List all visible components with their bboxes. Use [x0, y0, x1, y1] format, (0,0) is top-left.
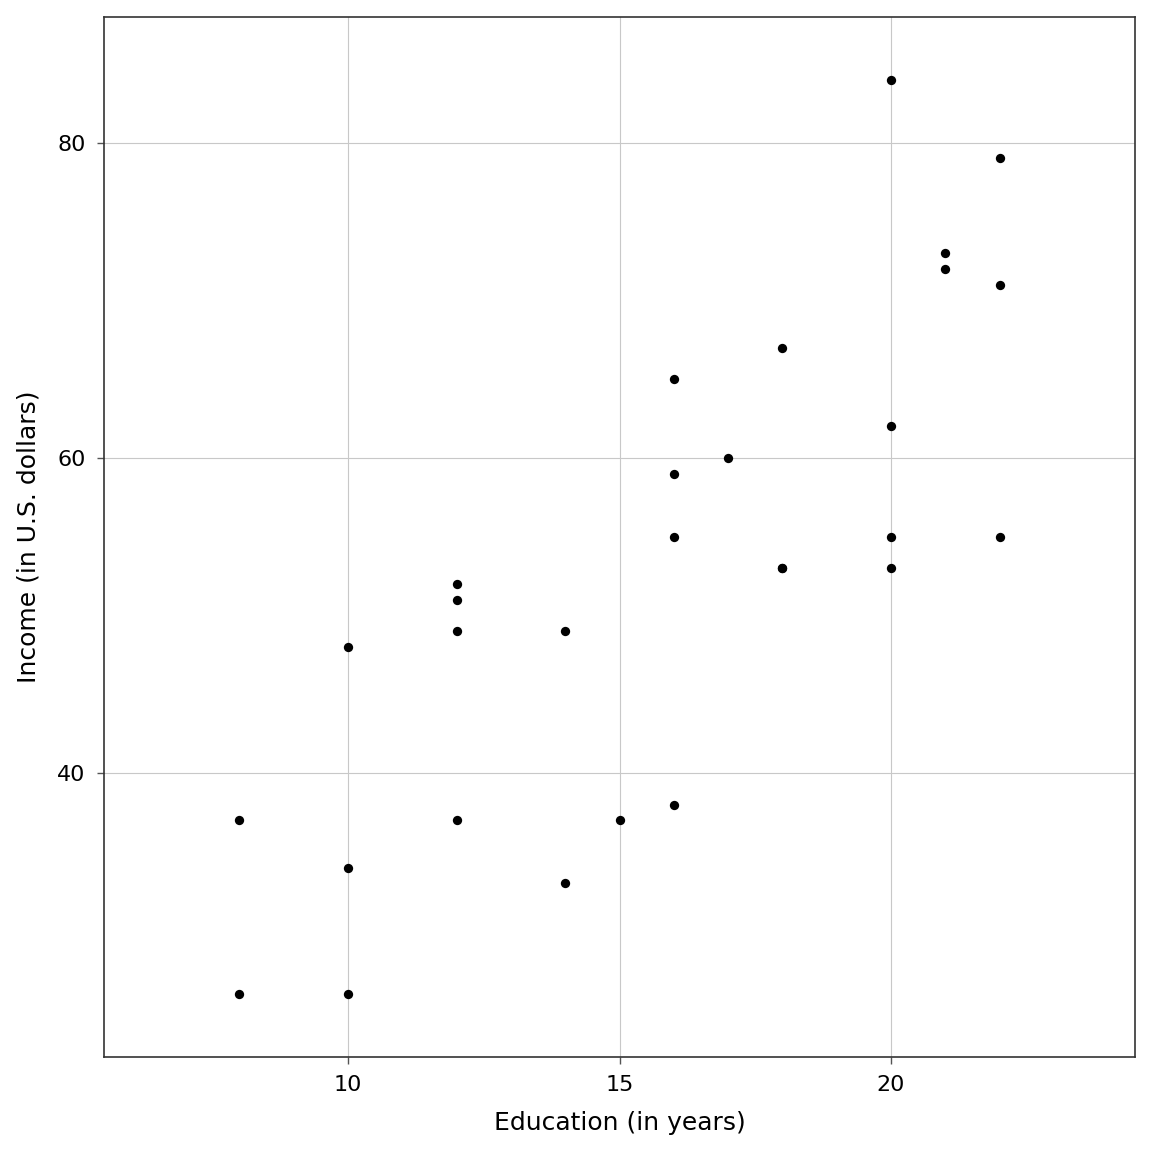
Point: [665, 370, 683, 388]
Point: [881, 417, 900, 435]
X-axis label: Education (in years): Education (in years): [494, 1112, 745, 1136]
Point: [230, 811, 249, 829]
Point: [773, 339, 791, 357]
Point: [556, 874, 575, 893]
Point: [556, 622, 575, 641]
Point: [991, 275, 1009, 294]
Point: [339, 984, 357, 1002]
Point: [773, 559, 791, 577]
Point: [719, 448, 737, 467]
Point: [611, 811, 629, 829]
Point: [937, 259, 955, 278]
Y-axis label: Income (in U.S. dollars): Income (in U.S. dollars): [16, 391, 40, 683]
Point: [339, 638, 357, 657]
Point: [665, 464, 683, 483]
Point: [773, 559, 791, 577]
Point: [665, 795, 683, 813]
Point: [447, 591, 465, 609]
Point: [665, 528, 683, 546]
Point: [991, 150, 1009, 168]
Point: [937, 244, 955, 263]
Point: [447, 811, 465, 829]
Point: [339, 858, 357, 877]
Point: [881, 70, 900, 89]
Point: [447, 575, 465, 593]
Point: [881, 528, 900, 546]
Point: [991, 528, 1009, 546]
Point: [447, 622, 465, 641]
Point: [881, 559, 900, 577]
Point: [230, 984, 249, 1002]
